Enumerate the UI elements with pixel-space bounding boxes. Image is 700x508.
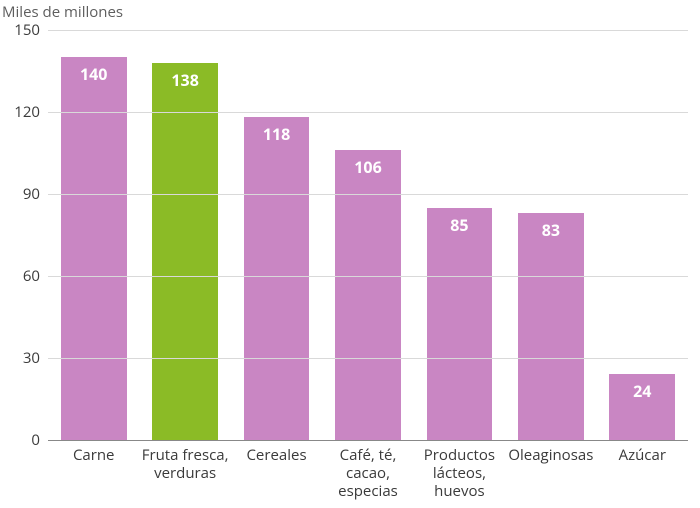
y-tick-label: 150 xyxy=(8,20,40,40)
bar: 85 xyxy=(427,208,493,440)
plot-area: 140 138 118 106 85 83 24 xyxy=(48,30,688,441)
bars-container: 140 138 118 106 85 83 24 xyxy=(48,30,688,440)
bar: 24 xyxy=(609,374,675,440)
x-tick-label: Fruta fresca, verduras xyxy=(139,446,230,482)
x-tick-label: Carne xyxy=(48,446,139,464)
bar: 140 xyxy=(61,57,127,440)
grid-line xyxy=(48,112,688,113)
x-tick-label: Productos lácteos, huevos xyxy=(414,446,505,500)
y-axis-title: Miles de millones xyxy=(2,2,123,22)
x-tick-label: Azúcar xyxy=(597,446,688,464)
bar-value-label: 118 xyxy=(244,123,310,145)
bar-value-label: 83 xyxy=(518,219,584,241)
x-tick-label: Oleaginosas xyxy=(505,446,596,464)
grid-line xyxy=(48,30,688,31)
bar-value-label: 140 xyxy=(61,63,127,85)
bar-value-label: 24 xyxy=(609,380,675,402)
y-tick-label: 120 xyxy=(8,102,40,122)
bar-value-label: 85 xyxy=(427,214,493,236)
grid-line xyxy=(48,194,688,195)
y-tick-label: 60 xyxy=(8,266,40,286)
y-tick-label: 30 xyxy=(8,348,40,368)
x-tick-label: Cereales xyxy=(231,446,322,464)
bar-chart: Miles de millones 140 138 118 106 85 83 24 0 30… xyxy=(0,0,700,508)
y-tick-label: 90 xyxy=(8,184,40,204)
bar-value-label: 106 xyxy=(335,156,401,178)
x-tick-label: Café, té, cacao, especias xyxy=(322,446,413,500)
bar: 118 xyxy=(244,117,310,440)
y-tick-label: 0 xyxy=(8,430,40,450)
bar-value-label: 138 xyxy=(152,69,218,91)
grid-line xyxy=(48,276,688,277)
grid-line xyxy=(48,358,688,359)
bar: 138 xyxy=(152,63,218,440)
bar: 83 xyxy=(518,213,584,440)
